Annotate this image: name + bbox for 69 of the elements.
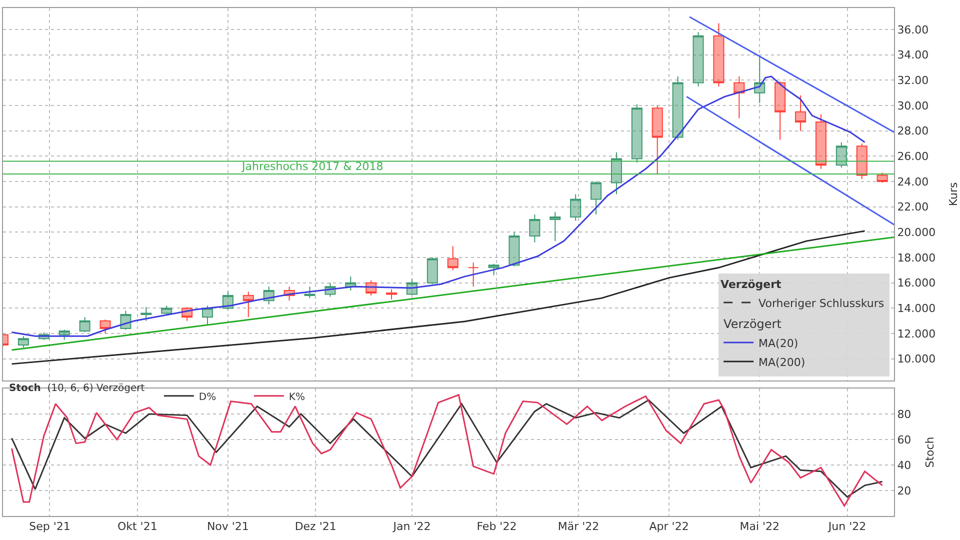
x-tick-label: Mär '22 [558, 520, 600, 534]
chart-title: Stoch [9, 383, 41, 394]
y-tick-label: 24.00 [897, 175, 929, 188]
candlestick [631, 104, 642, 164]
x-tick-label: Jun '22 [827, 520, 866, 534]
legend-label: Vorheriger Schlusskurs [758, 296, 884, 310]
x-tick-label: Dez '21 [294, 520, 336, 534]
legend-title: Verzögert [720, 278, 782, 291]
candlestick [652, 105, 663, 174]
candlestick [488, 263, 500, 276]
y-tick-label: 22.00 [897, 200, 929, 214]
y-tick-label: 12.000 [897, 327, 936, 340]
y-tick-label: 60 [897, 433, 912, 446]
y-tick-label: 14.000 [897, 302, 936, 316]
annotation: Verzögert [724, 317, 782, 332]
candlestick [774, 80, 786, 140]
y-tick-label: 18.000 [897, 251, 936, 264]
candlestick [447, 246, 458, 271]
candlestick [836, 142, 847, 168]
x-tick-label: Nov '21 [206, 520, 249, 534]
chart-subtitle: (10, 6, 6) Verzögert [47, 383, 145, 394]
y-tick-label: 36.00 [897, 23, 929, 36]
candlestick [795, 94, 806, 132]
x-tick-label: Apr '22 [649, 520, 689, 534]
candlestick [550, 211, 561, 242]
y-tick-label: 40 [897, 458, 912, 472]
candlestick [79, 316, 90, 333]
x-tick-label: Jan '22 [392, 520, 431, 534]
x-tick-label: Sep '21 [29, 520, 70, 534]
y-tick-label: 26.00 [897, 150, 929, 164]
candlestick [692, 32, 704, 88]
y-axis-title: Stoch [923, 436, 936, 468]
candlestick [508, 232, 520, 267]
y-axis-title: Kurs [947, 182, 960, 206]
y-tick-label: 16.000 [897, 276, 936, 290]
candlestick [815, 114, 826, 170]
y-tick-label: 20 [897, 484, 912, 498]
legend-label: MA(20) [758, 336, 798, 350]
candlestick [610, 152, 622, 195]
legend-label: K% [288, 392, 305, 403]
x-tick-label: Mai '22 [740, 520, 780, 534]
candlestick [161, 305, 172, 316]
y-tick-label: 34.00 [897, 48, 929, 62]
x-tick-label: Feb '22 [476, 520, 517, 534]
x-tick-label: Okt '21 [117, 520, 158, 534]
candlestick [876, 172, 888, 184]
candlestick [856, 143, 868, 180]
ref-line-label: Jahreshochs 2017 & 2018 [241, 160, 384, 173]
y-tick-label: 28.00 [897, 124, 929, 138]
candlestick [18, 336, 29, 348]
legend-label: D% [198, 392, 216, 403]
candlestick [140, 306, 152, 322]
candlestick [468, 262, 479, 288]
y-tick-label: 10.000 [897, 352, 936, 366]
candlestick [590, 181, 602, 215]
y-tick-label: 80 [897, 408, 912, 421]
y-tick-label: 20.000 [897, 226, 936, 240]
candlestick [58, 329, 70, 340]
candlestick [672, 76, 684, 140]
y-tick-label: 32.00 [897, 74, 929, 88]
candlestick [242, 291, 254, 318]
candlestick [426, 257, 438, 285]
candlestick [386, 288, 398, 300]
legend-label: MA(200) [758, 356, 806, 369]
candlestick [570, 194, 582, 222]
y-tick-label: 30.00 [897, 99, 929, 112]
candlestick [100, 319, 111, 334]
candlestick [713, 22, 724, 88]
candlestick [529, 214, 540, 243]
